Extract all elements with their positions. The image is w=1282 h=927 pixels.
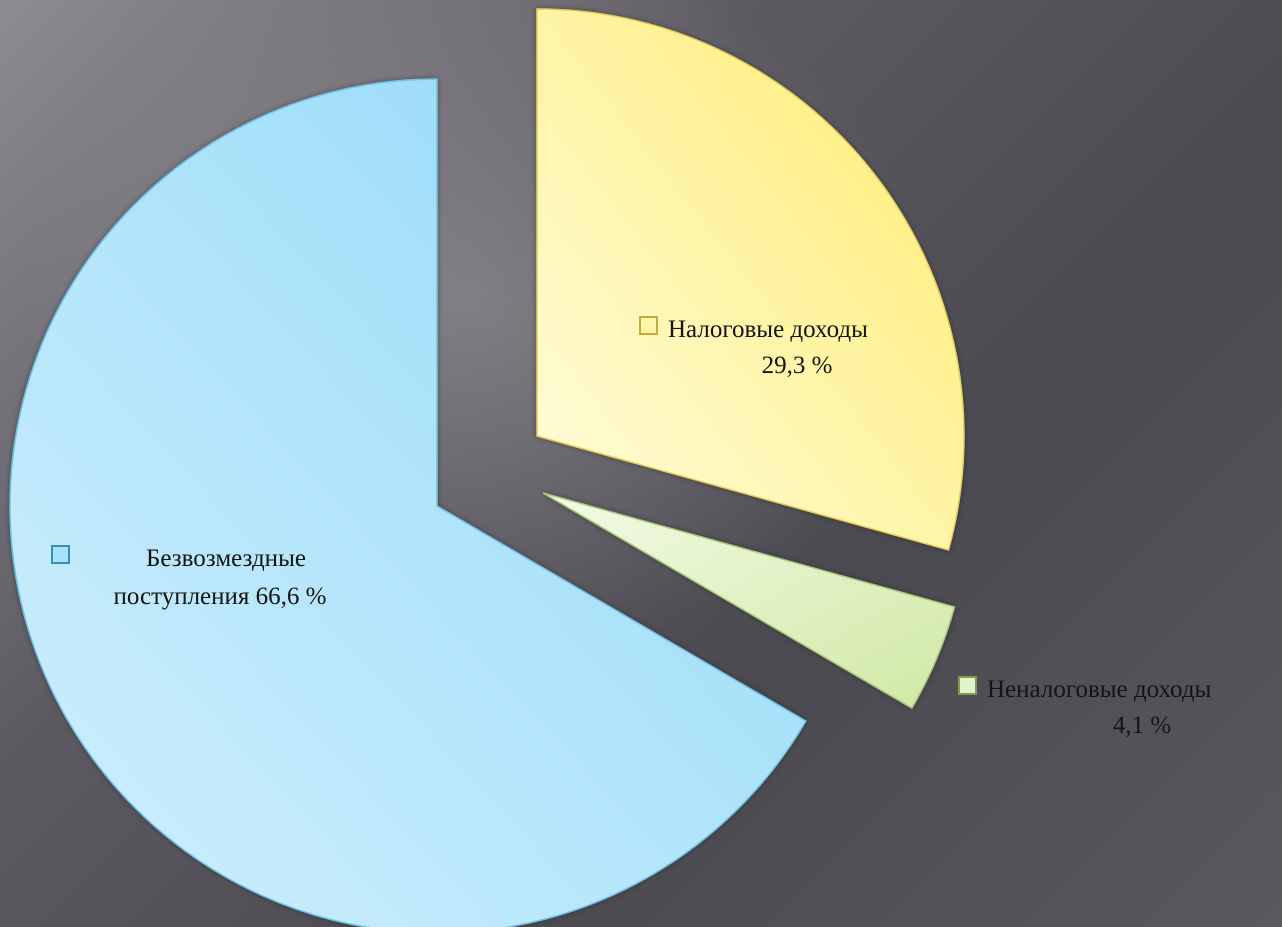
slice-name-tax-income: Налоговые доходы [668,316,868,343]
legend-key-tax-income [639,316,658,335]
slice-tax-income [536,8,965,551]
slice-gratuitous-receipts [9,78,807,927]
slice-label-tax-income: Налоговые доходы 29,3 % [639,316,868,379]
slice-label-nontax-income: Неналоговые доходы 4,1 % [958,676,1212,739]
slice-name-gratuitous-receipts: Безвозмездные [146,545,306,572]
slice-value-tax-income: 29,3 % [762,352,833,379]
slice-value-gratuitous-receipts: поступления 66,6 % [114,583,327,610]
legend-key-gratuitous-receipts [51,545,70,564]
legend-key-nontax-income [958,676,977,695]
slice-label-gratuitous-receipts: Безвозмездные поступления 66,6 % [51,545,327,610]
slice-value-nontax-income: 4,1 % [1113,712,1171,739]
slice-nontax-income [542,492,956,710]
slice-name-nontax-income: Неналоговые доходы [987,676,1212,703]
pie-slices [9,8,965,927]
